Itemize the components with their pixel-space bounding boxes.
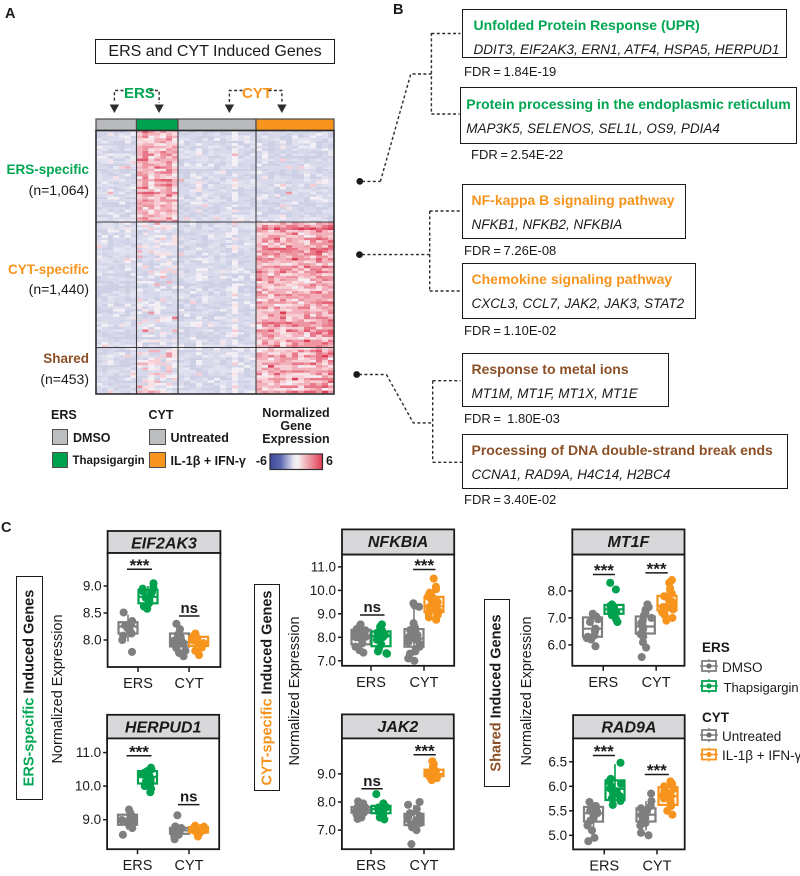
- svg-text:NFKBIA: NFKBIA: [368, 534, 428, 551]
- svg-text:5.0: 5.0: [548, 828, 567, 843]
- svg-text:7.0: 7.0: [317, 653, 336, 668]
- svg-text:6.0: 6.0: [548, 779, 567, 794]
- svg-text:7.0: 7.0: [548, 610, 567, 625]
- svg-text:7.0: 7.0: [317, 823, 336, 838]
- svg-text:JAK2: JAK2: [377, 719, 418, 736]
- svg-text:10.0: 10.0: [310, 583, 336, 598]
- svg-text:CYT: CYT: [175, 858, 204, 874]
- svg-text:6.5: 6.5: [548, 754, 567, 769]
- svg-text:8.0: 8.0: [548, 583, 567, 598]
- svg-text:***: ***: [647, 559, 667, 578]
- svg-text:8.0: 8.0: [317, 795, 336, 810]
- svg-text:5.5: 5.5: [548, 803, 567, 818]
- svg-text:CYT: CYT: [175, 676, 204, 692]
- svg-text:9.0: 9.0: [82, 812, 101, 827]
- svg-text:***: ***: [130, 556, 150, 575]
- svg-text:ns: ns: [180, 600, 198, 617]
- svg-text:9.0: 9.0: [317, 766, 336, 781]
- svg-text:8.5: 8.5: [83, 606, 102, 621]
- svg-text:ERS: ERS: [123, 676, 153, 692]
- svg-text:MT1F: MT1F: [608, 534, 651, 551]
- svg-text:10.0: 10.0: [75, 779, 101, 794]
- svg-text:RAD9A: RAD9A: [601, 720, 656, 737]
- svg-text:***: ***: [647, 761, 667, 780]
- svg-text:EIF2AK3: EIF2AK3: [131, 536, 197, 553]
- svg-text:CYT: CYT: [410, 675, 439, 691]
- svg-text:***: ***: [129, 742, 149, 761]
- svg-text:11.0: 11.0: [311, 559, 336, 574]
- svg-text:ERS: ERS: [356, 858, 386, 874]
- svg-text:9.0: 9.0: [83, 579, 102, 594]
- svg-text:11.0: 11.0: [76, 745, 101, 760]
- svg-text:CYT: CYT: [642, 675, 671, 691]
- svg-text:ERS: ERS: [588, 675, 618, 691]
- svg-text:ns: ns: [363, 599, 381, 616]
- svg-text:***: ***: [594, 561, 614, 580]
- svg-text:6.0: 6.0: [548, 637, 567, 652]
- svg-text:ERS: ERS: [123, 858, 153, 874]
- svg-text:CYT: CYT: [643, 858, 672, 874]
- svg-text:9.0: 9.0: [317, 606, 336, 621]
- svg-text:***: ***: [414, 556, 434, 575]
- svg-text:HERPUD1: HERPUD1: [125, 719, 202, 736]
- svg-text:***: ***: [415, 741, 435, 760]
- svg-text:8.0: 8.0: [83, 633, 102, 648]
- svg-text:ERS: ERS: [356, 675, 386, 691]
- svg-text:8.0: 8.0: [317, 630, 336, 645]
- svg-text:ERS: ERS: [589, 858, 619, 874]
- svg-text:ns: ns: [363, 773, 381, 790]
- svg-text:ns: ns: [180, 789, 198, 806]
- svg-text:CYT: CYT: [410, 858, 439, 874]
- svg-text:***: ***: [594, 742, 614, 761]
